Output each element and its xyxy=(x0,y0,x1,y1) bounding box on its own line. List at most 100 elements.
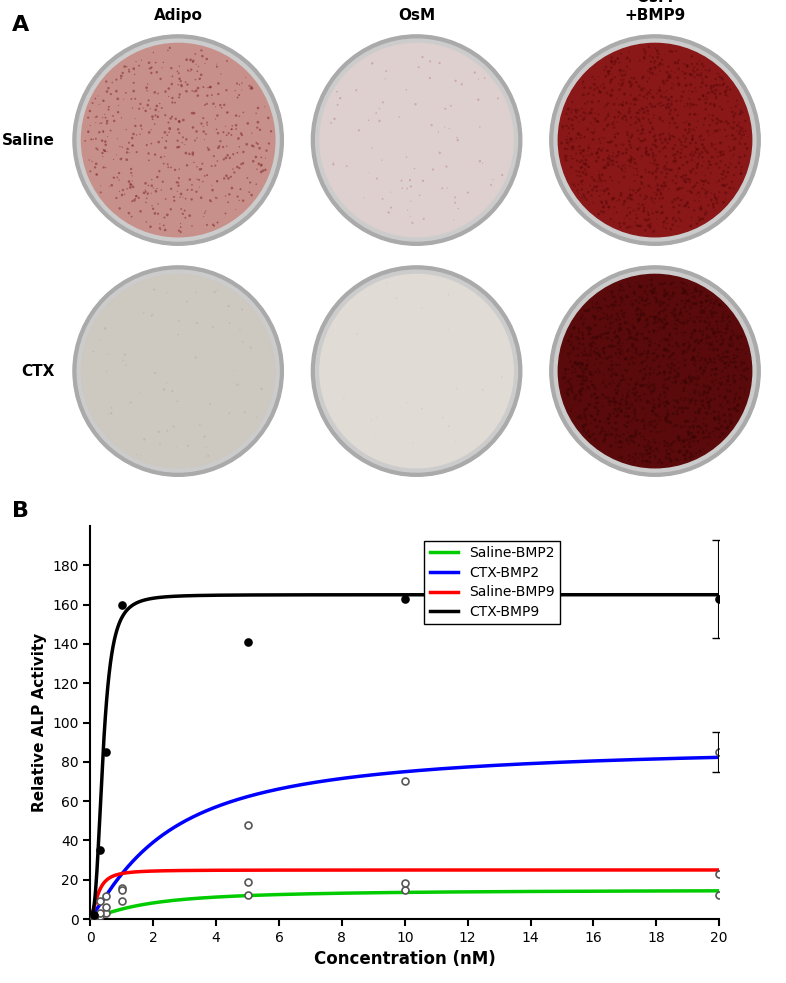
Point xyxy=(406,215,419,231)
Point xyxy=(678,67,691,83)
Point xyxy=(630,428,642,443)
Point xyxy=(698,384,711,400)
Point xyxy=(634,429,647,444)
Point xyxy=(714,388,726,404)
Point xyxy=(691,283,703,299)
Point xyxy=(559,147,571,163)
Point xyxy=(152,86,164,101)
Point xyxy=(689,283,702,299)
Point xyxy=(165,159,178,175)
Point xyxy=(714,371,727,386)
Point xyxy=(139,182,152,198)
Point xyxy=(712,404,725,420)
Point xyxy=(615,321,627,337)
Point xyxy=(715,328,728,344)
Point xyxy=(559,362,571,377)
Point xyxy=(695,295,707,311)
Point xyxy=(584,429,597,444)
Point xyxy=(652,204,664,220)
Point xyxy=(599,59,612,75)
Point xyxy=(666,44,678,60)
Point xyxy=(668,370,681,385)
Point xyxy=(629,385,641,401)
Point xyxy=(201,140,214,155)
Point xyxy=(652,182,664,198)
Point xyxy=(685,209,698,225)
Point xyxy=(653,452,666,468)
Point xyxy=(173,89,185,105)
Point xyxy=(174,186,187,202)
Point xyxy=(576,324,589,340)
Point xyxy=(193,59,205,75)
Point xyxy=(713,412,725,428)
Point xyxy=(233,87,245,103)
Point xyxy=(670,321,683,337)
Point xyxy=(639,222,652,238)
Point xyxy=(448,212,461,228)
Point xyxy=(683,369,696,384)
Point xyxy=(724,395,736,411)
Point xyxy=(679,447,692,463)
Point xyxy=(650,425,663,440)
Point xyxy=(89,159,101,175)
Point xyxy=(571,357,584,373)
Point xyxy=(708,412,721,428)
Point xyxy=(612,320,625,336)
Point xyxy=(614,434,626,450)
Point xyxy=(577,419,590,434)
Point xyxy=(691,175,703,191)
Point xyxy=(602,390,615,406)
Point xyxy=(594,301,607,317)
Point xyxy=(614,65,626,81)
Point xyxy=(145,136,158,151)
Point xyxy=(687,147,700,163)
Point xyxy=(595,195,608,210)
Point xyxy=(696,350,708,366)
Point xyxy=(563,120,575,136)
Point xyxy=(586,146,598,162)
Point xyxy=(256,163,269,179)
Point xyxy=(579,152,592,168)
Point xyxy=(618,108,630,124)
Point xyxy=(582,141,595,156)
Point xyxy=(644,441,656,457)
Point xyxy=(618,431,630,446)
Point xyxy=(698,112,711,128)
Point xyxy=(704,352,717,368)
Point xyxy=(83,103,96,119)
Point xyxy=(197,110,210,126)
Point xyxy=(696,366,709,381)
Point xyxy=(722,310,734,325)
Point xyxy=(738,384,751,400)
Point xyxy=(645,309,657,324)
Point xyxy=(185,218,198,234)
Point xyxy=(580,192,593,207)
Point xyxy=(255,164,267,180)
Point xyxy=(211,107,224,123)
Point xyxy=(730,360,743,376)
Point xyxy=(634,425,646,440)
Point xyxy=(683,434,696,450)
Point xyxy=(177,206,189,222)
Point xyxy=(711,192,723,207)
Point xyxy=(604,316,617,331)
Point xyxy=(605,289,618,305)
Point xyxy=(641,318,654,333)
Point xyxy=(686,67,699,83)
Point xyxy=(602,154,615,170)
Point xyxy=(217,124,230,140)
Point xyxy=(193,417,206,433)
Point xyxy=(684,432,696,447)
Point xyxy=(679,390,692,406)
Point xyxy=(621,63,634,79)
Point xyxy=(262,110,274,126)
Point xyxy=(639,145,652,161)
Point xyxy=(715,375,728,390)
Point xyxy=(590,145,603,161)
Point xyxy=(634,289,646,305)
Point xyxy=(608,127,621,143)
Point xyxy=(733,330,745,346)
Point xyxy=(597,187,609,202)
Point xyxy=(612,104,625,120)
Point xyxy=(653,144,666,159)
